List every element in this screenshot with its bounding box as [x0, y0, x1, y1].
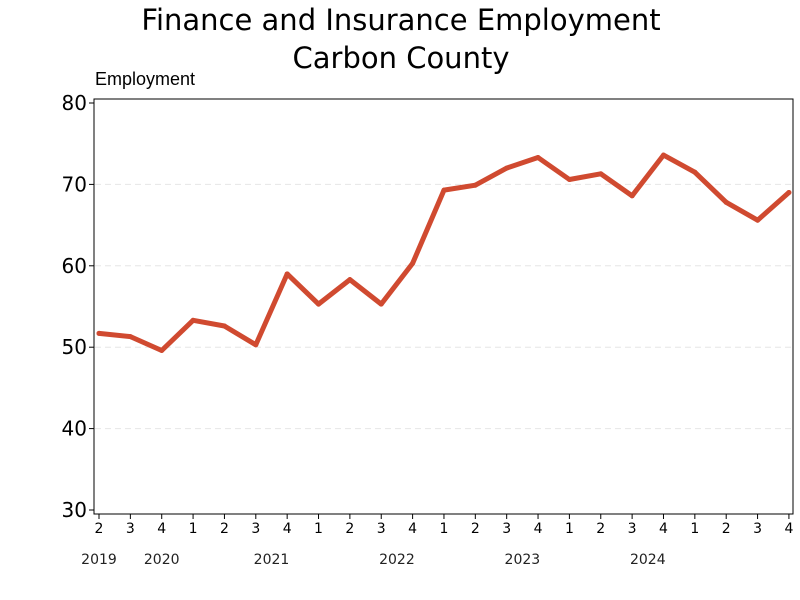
- data-point: [127, 334, 133, 340]
- year-label: 2024: [630, 552, 666, 568]
- data-point: [723, 199, 729, 205]
- y-tick-label: 40: [62, 417, 87, 441]
- year-label: 2021: [254, 552, 290, 568]
- x-tick-label: 2: [471, 521, 480, 537]
- data-point: [629, 193, 635, 199]
- data-point: [504, 165, 510, 171]
- x-tick-label: 4: [157, 521, 166, 537]
- x-tick-label: 3: [251, 521, 260, 537]
- year-label: 2019: [81, 552, 117, 568]
- x-tick-label: 1: [565, 521, 574, 537]
- x-tick-label: 2: [95, 521, 104, 537]
- data-point: [347, 277, 353, 283]
- data-point: [316, 301, 322, 307]
- x-tick-label: 2: [722, 521, 731, 537]
- year-label: 2020: [144, 552, 180, 568]
- data-point: [786, 190, 792, 196]
- year-label: 2023: [505, 552, 541, 568]
- x-tick-label: 2: [220, 521, 229, 537]
- x-tick-label: 3: [377, 521, 386, 537]
- data-point: [441, 187, 447, 193]
- x-tick-label: 3: [628, 521, 637, 537]
- data-point: [566, 177, 572, 183]
- y-tick-label: 60: [62, 254, 87, 278]
- grid: [95, 183, 792, 430]
- data-point: [190, 317, 196, 323]
- data-point: [598, 171, 604, 177]
- x-axis: 2 3 4 1 2 3 4 1 2 3 4 1 2 3 4 1 2 3 4 1 2 3 4: [95, 514, 793, 537]
- data-point: [284, 271, 290, 277]
- y-tick-label: 70: [62, 172, 87, 196]
- x-tick-label: 3: [126, 521, 135, 537]
- data-point: [159, 347, 165, 353]
- x-tick-label: 3: [502, 521, 511, 537]
- data-point: [755, 217, 761, 223]
- data-point: [472, 182, 478, 188]
- chart-title-line-2: Carbon County: [293, 41, 510, 75]
- y-axis-label: Employment: [95, 69, 195, 89]
- x-tick-label: 1: [189, 521, 198, 537]
- data-point: [660, 152, 666, 158]
- x-tick-label: 1: [314, 521, 323, 537]
- chart-title-line-1: Finance and Insurance Employment: [141, 3, 660, 37]
- data-point: [535, 155, 541, 161]
- year-label: 2022: [379, 552, 415, 568]
- y-tick-label: 30: [62, 498, 87, 522]
- x-tick-label: 1: [690, 521, 699, 537]
- data-point: [221, 323, 227, 329]
- x-tick-label: 3: [753, 521, 762, 537]
- x-tick-label: 2: [596, 521, 605, 537]
- x-tick-label: 1: [439, 521, 448, 537]
- x-tick-label: 4: [408, 521, 417, 537]
- x-tick-label: 4: [784, 521, 793, 537]
- x-tick-label: 4: [659, 521, 668, 537]
- data-point: [692, 169, 698, 175]
- y-tick-label: 80: [62, 91, 87, 115]
- x-tick-label: 4: [283, 521, 292, 537]
- plot-area-frame: [93, 98, 794, 515]
- data-point: [378, 301, 384, 307]
- series: [96, 152, 792, 353]
- y-axis: 30 40 50 60 70 80: [62, 91, 94, 522]
- data-point: [253, 342, 259, 348]
- data-point: [410, 260, 416, 266]
- data-point: [96, 330, 102, 336]
- y-tick-label: 50: [62, 335, 87, 359]
- x-tick-label: 2: [345, 521, 354, 537]
- x-tick-label: 4: [534, 521, 543, 537]
- year-labels: 2019 2020 2021 2022 2023 2024: [81, 552, 666, 568]
